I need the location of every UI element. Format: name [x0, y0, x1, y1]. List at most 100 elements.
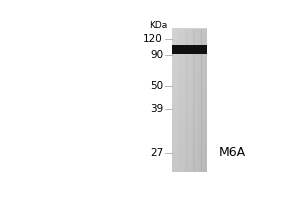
- Bar: [172, 132, 207, 134]
- Bar: [193, 29, 195, 172]
- Bar: [172, 32, 207, 34]
- Bar: [172, 44, 207, 47]
- Bar: [172, 71, 207, 73]
- Bar: [172, 154, 207, 156]
- Bar: [172, 96, 207, 98]
- Bar: [172, 75, 207, 77]
- Bar: [172, 123, 207, 125]
- Bar: [172, 129, 207, 131]
- Bar: [183, 29, 184, 172]
- Bar: [172, 28, 207, 30]
- Text: KDa: KDa: [149, 21, 168, 30]
- Bar: [172, 145, 207, 147]
- Bar: [172, 116, 207, 118]
- Bar: [172, 62, 207, 64]
- Bar: [172, 104, 207, 106]
- Bar: [172, 29, 174, 172]
- Bar: [200, 29, 202, 172]
- Bar: [172, 55, 207, 57]
- Bar: [172, 114, 207, 116]
- Bar: [196, 29, 197, 172]
- Bar: [172, 50, 207, 52]
- Bar: [172, 170, 207, 172]
- Bar: [172, 73, 207, 75]
- Bar: [172, 95, 207, 97]
- Bar: [173, 29, 175, 172]
- Bar: [190, 29, 191, 172]
- Bar: [185, 29, 187, 172]
- Bar: [172, 35, 207, 38]
- Bar: [172, 98, 207, 100]
- Bar: [172, 84, 207, 86]
- Bar: [172, 34, 207, 36]
- Bar: [172, 69, 207, 72]
- Bar: [172, 68, 207, 70]
- Bar: [172, 100, 207, 102]
- Bar: [172, 134, 207, 136]
- Text: 27: 27: [150, 148, 163, 158]
- Bar: [172, 152, 207, 154]
- Text: 90: 90: [150, 50, 163, 60]
- Bar: [172, 146, 207, 149]
- Bar: [192, 29, 194, 172]
- Bar: [172, 143, 207, 145]
- Bar: [172, 48, 207, 50]
- Bar: [172, 109, 207, 111]
- Bar: [172, 64, 207, 66]
- Bar: [172, 86, 207, 88]
- Text: 120: 120: [143, 34, 163, 44]
- Bar: [199, 29, 200, 172]
- Bar: [191, 29, 192, 172]
- Bar: [176, 29, 177, 172]
- Bar: [181, 29, 182, 172]
- Bar: [172, 127, 207, 129]
- Bar: [201, 29, 203, 172]
- Bar: [172, 45, 207, 54]
- Bar: [172, 53, 207, 55]
- Bar: [194, 29, 196, 172]
- Bar: [172, 157, 207, 159]
- Bar: [198, 29, 199, 172]
- Bar: [172, 161, 207, 163]
- Bar: [172, 150, 207, 152]
- Bar: [178, 29, 180, 172]
- Bar: [172, 82, 207, 84]
- Bar: [172, 118, 207, 120]
- Bar: [184, 29, 185, 172]
- Bar: [172, 43, 207, 45]
- Bar: [172, 41, 207, 43]
- Bar: [172, 66, 207, 68]
- Bar: [197, 29, 198, 172]
- Bar: [172, 80, 207, 82]
- Bar: [179, 29, 181, 172]
- Bar: [189, 29, 190, 172]
- Bar: [202, 29, 204, 172]
- Bar: [172, 52, 207, 54]
- Bar: [172, 91, 207, 93]
- Text: 50: 50: [150, 81, 163, 91]
- Bar: [172, 163, 207, 165]
- Bar: [172, 138, 207, 140]
- Bar: [172, 120, 207, 122]
- Bar: [172, 166, 207, 168]
- Bar: [172, 148, 207, 150]
- Bar: [172, 141, 207, 143]
- Bar: [204, 29, 205, 172]
- Bar: [172, 50, 207, 54]
- Bar: [172, 89, 207, 91]
- Bar: [186, 29, 188, 172]
- Text: 39: 39: [150, 104, 163, 114]
- Bar: [172, 77, 207, 79]
- Bar: [172, 136, 207, 138]
- Bar: [172, 93, 207, 95]
- Bar: [172, 87, 207, 89]
- Bar: [172, 130, 207, 132]
- Bar: [206, 29, 208, 172]
- Bar: [172, 111, 207, 113]
- Bar: [177, 29, 178, 172]
- Bar: [188, 29, 189, 172]
- Bar: [172, 168, 207, 170]
- Bar: [172, 107, 207, 109]
- Bar: [172, 30, 207, 32]
- Bar: [172, 155, 207, 158]
